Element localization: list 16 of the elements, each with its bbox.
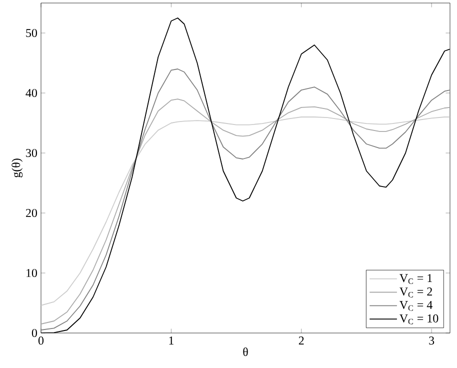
- x-tick-label: 1: [169, 336, 174, 344]
- x-tick-label: 3: [429, 336, 434, 345]
- x-tick-label: 0: [38, 336, 44, 345]
- y-tick-label: 10: [26, 268, 38, 278]
- x-axis-title: θ: [243, 347, 248, 356]
- y-tick-label: 40: [26, 88, 38, 98]
- y-axis-title: g(θ): [12, 158, 23, 178]
- x-tick-label: 2: [298, 336, 304, 344]
- y-tick-label: 50: [26, 28, 38, 38]
- y-tick-label: 20: [26, 208, 38, 218]
- y-tick-label: 30: [26, 148, 38, 158]
- legend-label: V$_{C}$ = 4: [400, 300, 432, 311]
- y-tick-label: 0: [32, 328, 38, 338]
- legend-label: V$_{C}$ = 10: [400, 314, 438, 324]
- legend-label: V$_{C}$ = 2: [400, 288, 432, 298]
- legend-label: V$_{C}$ = 1: [400, 274, 432, 284]
